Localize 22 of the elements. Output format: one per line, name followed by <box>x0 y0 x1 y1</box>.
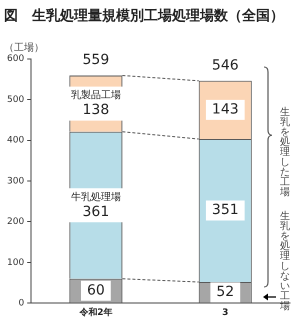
total-label: 559 <box>82 52 110 68</box>
data-label: 143 <box>212 102 239 118</box>
x-tick-label: 3 <box>222 308 228 318</box>
chart-title: 図 生乳処理量規模別工場処理場数（全国） <box>4 8 284 24</box>
text: 生乳を処理した工場 <box>280 107 290 198</box>
data-label: 361 <box>82 204 110 220</box>
y-tick-label: 400 <box>6 136 24 146</box>
y-tick-label: 600 <box>6 54 24 64</box>
series-label: 牛乳処理場 <box>70 190 121 203</box>
y-tick-label: 200 <box>6 217 24 228</box>
data-label: 138 <box>82 102 110 118</box>
total-label: 546 <box>212 57 239 74</box>
series-label: 乳製品工場 <box>70 89 121 102</box>
data-label: 60 <box>86 282 105 298</box>
y-tick-label: 0 <box>18 298 24 309</box>
y-tick-label: 300 <box>6 176 24 186</box>
y-tick-label: 500 <box>6 94 24 105</box>
data-label: 52 <box>216 284 234 300</box>
y-tick-label: 100 <box>6 258 24 268</box>
data-label: 351 <box>212 202 239 218</box>
y-axis-title: （工場） <box>4 41 44 54</box>
x-tick-label: 令和2年 <box>78 306 113 318</box>
